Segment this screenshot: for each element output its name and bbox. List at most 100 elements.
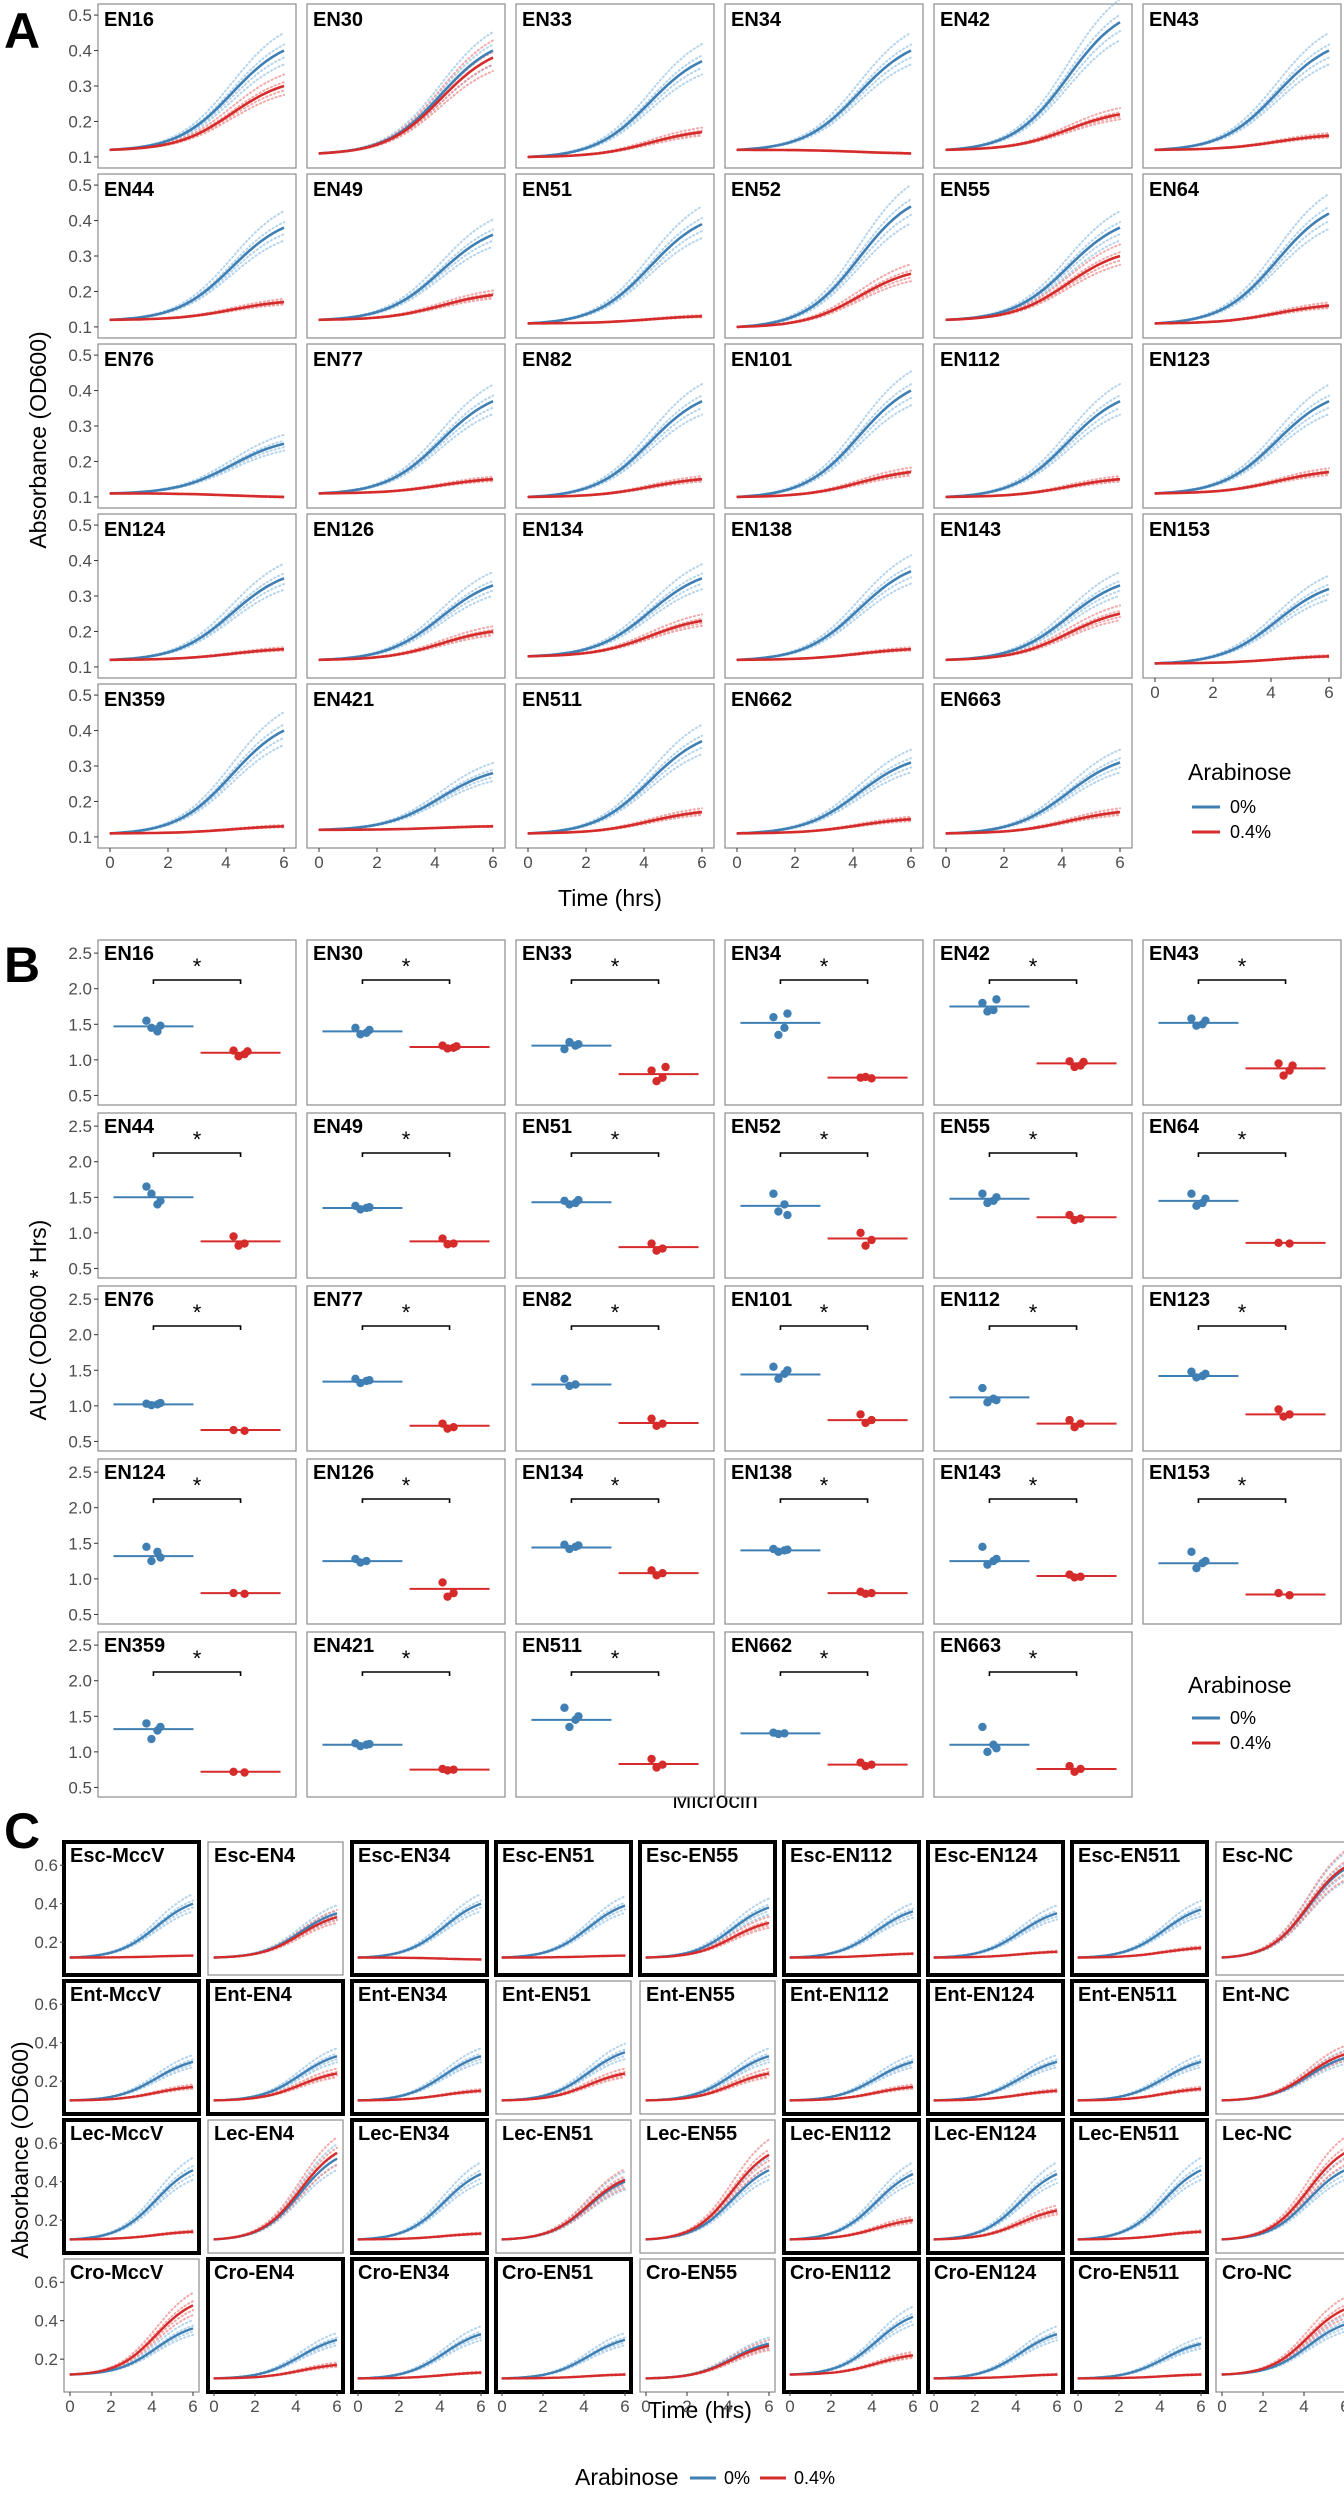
b-ytick-r4-0: 0.5 [68, 1778, 92, 1797]
facet-b-en33: * EN33 [515, 939, 715, 1106]
series-0-point-b-en49-2 [356, 1205, 365, 1214]
c-xtick-c1-2: 4 [291, 2397, 300, 2416]
a-xtick-c2-0: 0 [523, 853, 532, 872]
facet-a-en76: EN76 0.1 0.2 0.3 0.4 0.5 [68, 343, 297, 509]
series-1-line-c-esc-en112 [790, 1952, 914, 1959]
facet-b-en143: * EN143 [933, 1458, 1133, 1625]
c-xtick-c2-2: 4 [435, 2397, 444, 2416]
facet-title-b-en51: EN51 [522, 1116, 572, 1138]
series-0-point-b-en77-2 [356, 1378, 365, 1388]
a-ytick-r3-1: 0.2 [68, 622, 92, 641]
series-0-point-b-en124-0 [142, 1542, 151, 1552]
facet-frame-a-en123 [1142, 343, 1342, 509]
significance-bracket-b-en662 [779, 1671, 869, 1676]
facet-title-b-en82: EN82 [522, 1289, 572, 1311]
facet-frame-b-en153 [1142, 1458, 1342, 1625]
facet-frame-c-cro-mccv [63, 2258, 200, 2393]
significance-bracket-b-en77 [361, 1325, 451, 1330]
facet-title-a-en44: EN44 [104, 179, 155, 201]
c-xtick-c5-2: 4 [867, 2397, 876, 2416]
legend-a-label-0: 0% [1230, 797, 1256, 817]
series-1-line-a-en44 [110, 300, 285, 322]
series-1-line-a-en49 [318, 293, 494, 322]
series-1-line-c-esc-en511 [1078, 1946, 1202, 1959]
series-0-line-a-en76 [109, 442, 285, 495]
significance-star-b-en30: * [402, 954, 411, 979]
series-0-point-b-en30-3 [365, 1025, 374, 1035]
facet-a-en663: EN663 0 2 4 6 [933, 683, 1133, 872]
series-0-line-a-en34 [736, 49, 912, 152]
facet-title-c-lec-en51: Lec-EN51 [502, 2123, 593, 2145]
series-0-point-b-en663-3 [992, 1744, 1001, 1753]
facet-frame-b-en51 [515, 1112, 715, 1279]
series-0-point-b-en126-2 [356, 1558, 365, 1567]
facet-b-en43: * EN43 [1142, 939, 1342, 1106]
b-ytick-r2-2: 1.5 [68, 1361, 92, 1380]
series-0-point-b-en55-3 [992, 1193, 1001, 1202]
facet-title-b-en52: EN52 [731, 1116, 781, 1138]
facet-c-cro-en4: Cro-EN4 0 2 4 6 [206, 2257, 345, 2416]
series-0-point-b-en112-0 [978, 1383, 987, 1393]
series-0-point-b-en64-0 [1187, 1189, 1196, 1198]
significance-bracket-b-en511 [570, 1671, 660, 1676]
facet-frame-a-en16 [97, 3, 297, 169]
significance-bracket-b-en51 [570, 1152, 660, 1157]
facet-title-c-cro-nc: Cro-NC [1222, 2262, 1292, 2284]
facet-frame-a-en64 [1142, 173, 1342, 339]
significance-bracket-b-en30 [361, 979, 451, 984]
significance-star-b-en112: * [1029, 1300, 1038, 1325]
facet-title-a-en51: EN51 [522, 179, 572, 201]
series-0-point-b-en44-3 [156, 1196, 165, 1206]
series-0-point-b-en662-2 [774, 1729, 783, 1739]
facet-frame-b-en64 [1142, 1112, 1342, 1279]
series-1-line-c-cro-en51 [502, 2373, 626, 2380]
significance-star-b-en359: * [193, 1646, 202, 1671]
series-1-point-b-en359-1 [240, 1768, 249, 1777]
series-0-point-b-en124-2 [147, 1556, 156, 1566]
a-xtick-c5-2: 4 [1266, 683, 1275, 702]
series-0-point-b-en359-2 [147, 1734, 156, 1744]
a-xtick-c4-2: 4 [1057, 853, 1066, 872]
c-ytick-r3-2: 0.6 [34, 2273, 58, 2292]
series-0-point-b-en33-2 [565, 1037, 574, 1047]
facet-a-en126: EN126 [306, 513, 506, 679]
panel-label-a: A [4, 3, 40, 59]
series-0-point-b-en359-0 [142, 1719, 151, 1728]
facet-panels: EN16 0.1 0.2 0.3 0.4 0.5 EN30 EN33 EN34 EN42 EN43 E… [34, 0, 1344, 2416]
series-1-point-b-en30-2 [443, 1044, 452, 1053]
series-0-point-b-en44-2 [147, 1189, 156, 1198]
facet-title-b-en153: EN153 [1149, 1462, 1210, 1484]
significance-star-b-en51: * [611, 1127, 620, 1152]
series-1-line-a-en101 [736, 470, 912, 499]
series-0-line-a-en42 [945, 21, 1121, 152]
series-1-line-c-cro-en511 [1078, 2373, 1202, 2380]
facet-title-c-ent-en51: Ent-EN51 [502, 1984, 591, 2006]
facet-title-b-en16: EN16 [104, 943, 154, 965]
c-xtick-c3-2: 4 [579, 2397, 588, 2416]
series-1-line-a-en359 [109, 825, 285, 835]
significance-star-b-en143: * [1029, 1473, 1038, 1498]
a-xtick-c5-0: 0 [1150, 683, 1159, 702]
series-1-point-b-en33-0 [647, 1066, 656, 1075]
series-1-line-a-en16 [109, 84, 285, 152]
facet-title-a-en112: EN112 [940, 349, 1000, 371]
series-0-line-c-lec-en34 [357, 2172, 482, 2241]
series-1-line-a-en82 [528, 477, 703, 499]
facet-a-en101: EN101 [724, 343, 924, 509]
series-1-point-b-en51-0 [647, 1239, 656, 1248]
series-1-point-b-en421-2 [443, 1766, 452, 1775]
facet-a-en662: EN662 0 2 4 6 [724, 683, 924, 872]
c-xtick-c4-3: 6 [764, 2397, 773, 2416]
facet-title-a-en30: EN30 [313, 9, 363, 31]
c-xtick-c2-0: 0 [353, 2397, 362, 2416]
c-ytick-r1-2: 0.6 [34, 1995, 58, 2014]
facet-b-en77: * EN77 [306, 1285, 506, 1452]
facet-frame-c-lec-en55 [639, 2119, 776, 2254]
facet-b-en34: * EN34 [724, 939, 924, 1106]
series-0-line-c-lec-mccv [69, 2169, 194, 2241]
series-0-line-a-en64 [1154, 212, 1330, 325]
facet-c-cro-en112: Cro-EN112 0 2 4 6 [782, 2257, 921, 2416]
facet-frame-c-esc-en511 [1070, 1840, 1209, 1977]
series-1-line-c-lec-en511 [1078, 2230, 1202, 2241]
c-ytick-r3-1: 0.4 [34, 2312, 58, 2331]
